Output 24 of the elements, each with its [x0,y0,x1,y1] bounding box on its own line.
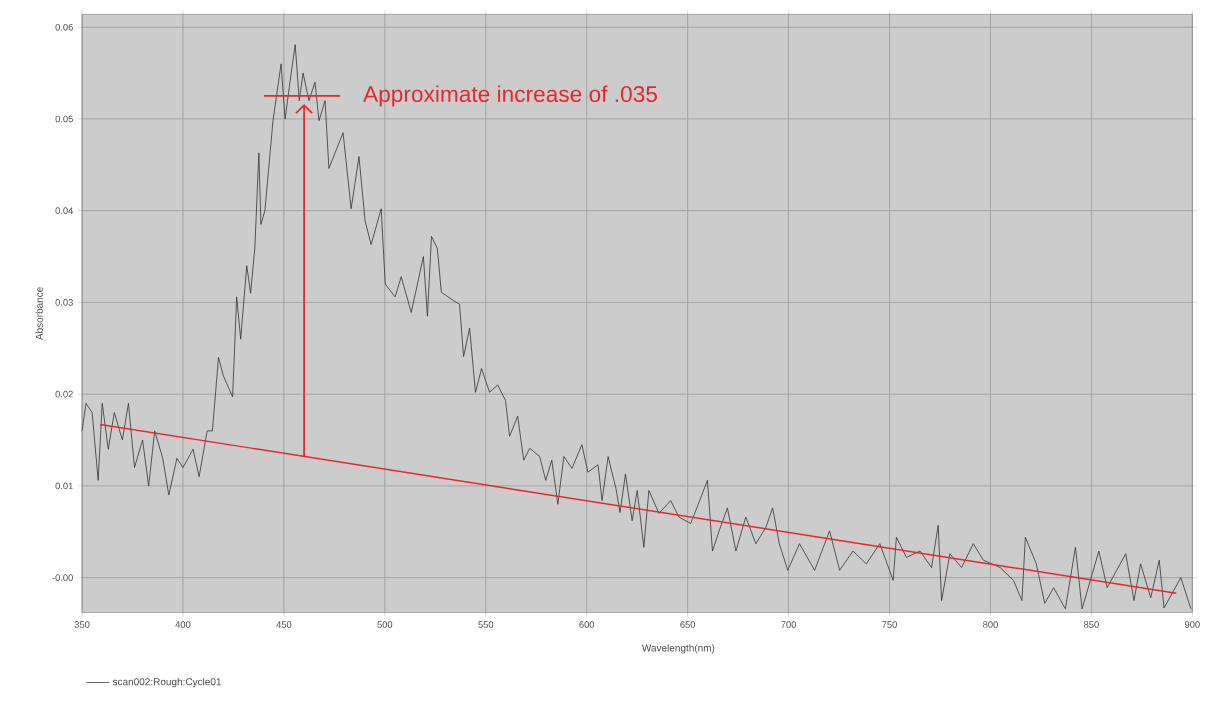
annotation: Approximate increase of .035 [363,85,657,107]
x-tick-label: 350 [74,621,90,629]
x-tick-label: 500 [377,621,393,629]
x-tick-label: 650 [680,621,696,629]
x-tick-label: 800 [983,621,998,629]
y-tick-label: 0.06 [55,24,73,31]
y-tick-label: 0.02 [55,391,73,398]
y-tick-label: 0.04 [55,207,74,215]
legend-label: scan002:Rough:Cycle01 [112,678,222,688]
line-series [81,44,1192,610]
x-tick-label: 450 [276,621,292,629]
y-tick-label: 0.01 [55,482,73,490]
y-axis-title: Absorbance [35,287,43,341]
x-tick-label: 400 [175,621,191,629]
x-tick-label: 600 [579,621,595,629]
y-tick-label: -0.00 [52,574,73,582]
x-axis-title: Wavelength(nm) [641,644,715,654]
y-tick-label: 0.05 [55,115,73,123]
x-tick-label: 900 [1184,621,1200,629]
x-tick-label: 700 [781,621,797,629]
x-tick-label: 550 [478,621,494,629]
x-tick-label: 750 [882,621,897,629]
y-tick-label: 0.03 [55,299,73,306]
x-tick-label: 850 [1084,621,1099,629]
